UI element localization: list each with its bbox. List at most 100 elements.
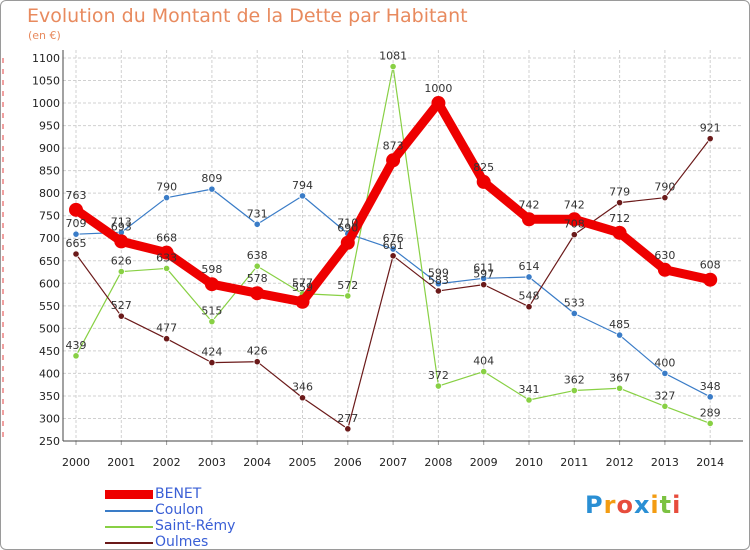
data-point: [661, 369, 669, 378]
y-tick-label: 300: [39, 412, 60, 425]
data-label: 346: [292, 381, 313, 394]
data-label: 676: [383, 232, 404, 245]
data-point: [570, 231, 578, 239]
data-point: [298, 394, 307, 402]
y-tick-label: 1100: [32, 52, 60, 65]
data-label: 611: [473, 261, 494, 274]
data-point: [250, 286, 265, 301]
data-label: 873: [383, 139, 404, 152]
legend-swatch: [105, 542, 153, 544]
data-label: 362: [564, 374, 585, 387]
data-label: 426: [247, 345, 268, 358]
data-point: [525, 396, 533, 404]
x-tick-label: 2010: [515, 456, 543, 469]
data-label: 693: [111, 220, 132, 233]
legend-swatch: [105, 510, 153, 512]
data-label: 614: [519, 260, 540, 273]
data-point: [480, 281, 488, 289]
x-tick-label: 2006: [334, 456, 362, 469]
x-tick-label: 2000: [62, 456, 90, 469]
data-point: [615, 331, 624, 339]
data-point: [295, 294, 310, 309]
data-label: 638: [247, 249, 268, 262]
x-tick-label: 2003: [198, 456, 226, 469]
data-point: [114, 234, 129, 249]
data-point: [661, 402, 669, 410]
data-point: [434, 280, 442, 288]
data-label: 289: [700, 406, 721, 419]
legend-label: Saint-Rémy: [155, 518, 236, 534]
data-label: 630: [654, 249, 675, 262]
data-label: 633: [156, 251, 177, 264]
data-point: [204, 277, 219, 292]
legend-label: BENET: [155, 486, 202, 502]
data-point: [703, 272, 718, 287]
data-label: 712: [609, 212, 630, 225]
data-label: 668: [156, 232, 177, 245]
legend-swatch: [105, 526, 153, 528]
data-point: [657, 262, 672, 277]
data-point: [208, 185, 216, 193]
legend-swatch: [105, 490, 153, 499]
data-label: 710: [337, 217, 358, 230]
data-label: 578: [247, 272, 268, 285]
x-tick-label: 2009: [470, 456, 498, 469]
data-label: 597: [473, 268, 494, 281]
data-point: [570, 309, 578, 318]
data-point: [706, 419, 714, 428]
data-point: [615, 384, 624, 392]
data-label: 763: [66, 189, 87, 202]
data-label: 742: [519, 198, 540, 211]
data-point: [525, 303, 533, 311]
data-label: 626: [111, 255, 132, 268]
logo-letter: x: [633, 491, 651, 519]
data-label: 708: [564, 218, 585, 231]
data-label: 809: [201, 172, 222, 185]
data-label: 661: [383, 239, 404, 252]
y-tick-label: 600: [39, 277, 60, 290]
data-label: 779: [609, 186, 630, 199]
data-label: 327: [654, 389, 675, 402]
data-label: 608: [700, 259, 721, 272]
data-label: 477: [156, 322, 177, 335]
data-label: 583: [428, 274, 449, 287]
data-point: [612, 225, 627, 240]
y-tick-label: 250: [39, 435, 60, 448]
data-label: 548: [519, 290, 540, 303]
data-point: [72, 250, 80, 258]
data-label: 341: [519, 383, 540, 396]
data-point: [615, 199, 624, 207]
data-label: 713: [111, 215, 132, 228]
data-point: [163, 264, 171, 273]
logo-letter: i: [650, 491, 660, 519]
data-label: 599: [428, 267, 449, 280]
logo-letter: i: [672, 491, 682, 519]
data-point: [163, 335, 171, 343]
data-label: 825: [473, 161, 494, 174]
data-label: 709: [66, 217, 87, 230]
data-label: 515: [201, 305, 222, 318]
x-tick-label: 2008: [424, 456, 452, 469]
y-tick-label: 900: [39, 142, 60, 155]
data-point: [434, 382, 442, 390]
data-label: 424: [201, 346, 222, 359]
logo-letter: t: [659, 491, 673, 519]
data-point: [208, 358, 216, 367]
data-point: [253, 358, 261, 366]
data-point: [253, 220, 261, 228]
data-point: [344, 292, 352, 300]
data-point: [480, 368, 488, 376]
data-point: [386, 153, 401, 168]
data-label: 533: [564, 296, 585, 309]
x-tick-label: 2012: [606, 456, 634, 469]
data-label: 439: [66, 339, 87, 352]
x-tick-label: 2013: [651, 456, 679, 469]
data-point: [72, 352, 80, 360]
data-label: 577: [292, 277, 313, 290]
data-point: [340, 235, 355, 250]
data-point: [163, 194, 171, 202]
x-tick-label: 2001: [107, 456, 135, 469]
data-point: [567, 212, 582, 227]
